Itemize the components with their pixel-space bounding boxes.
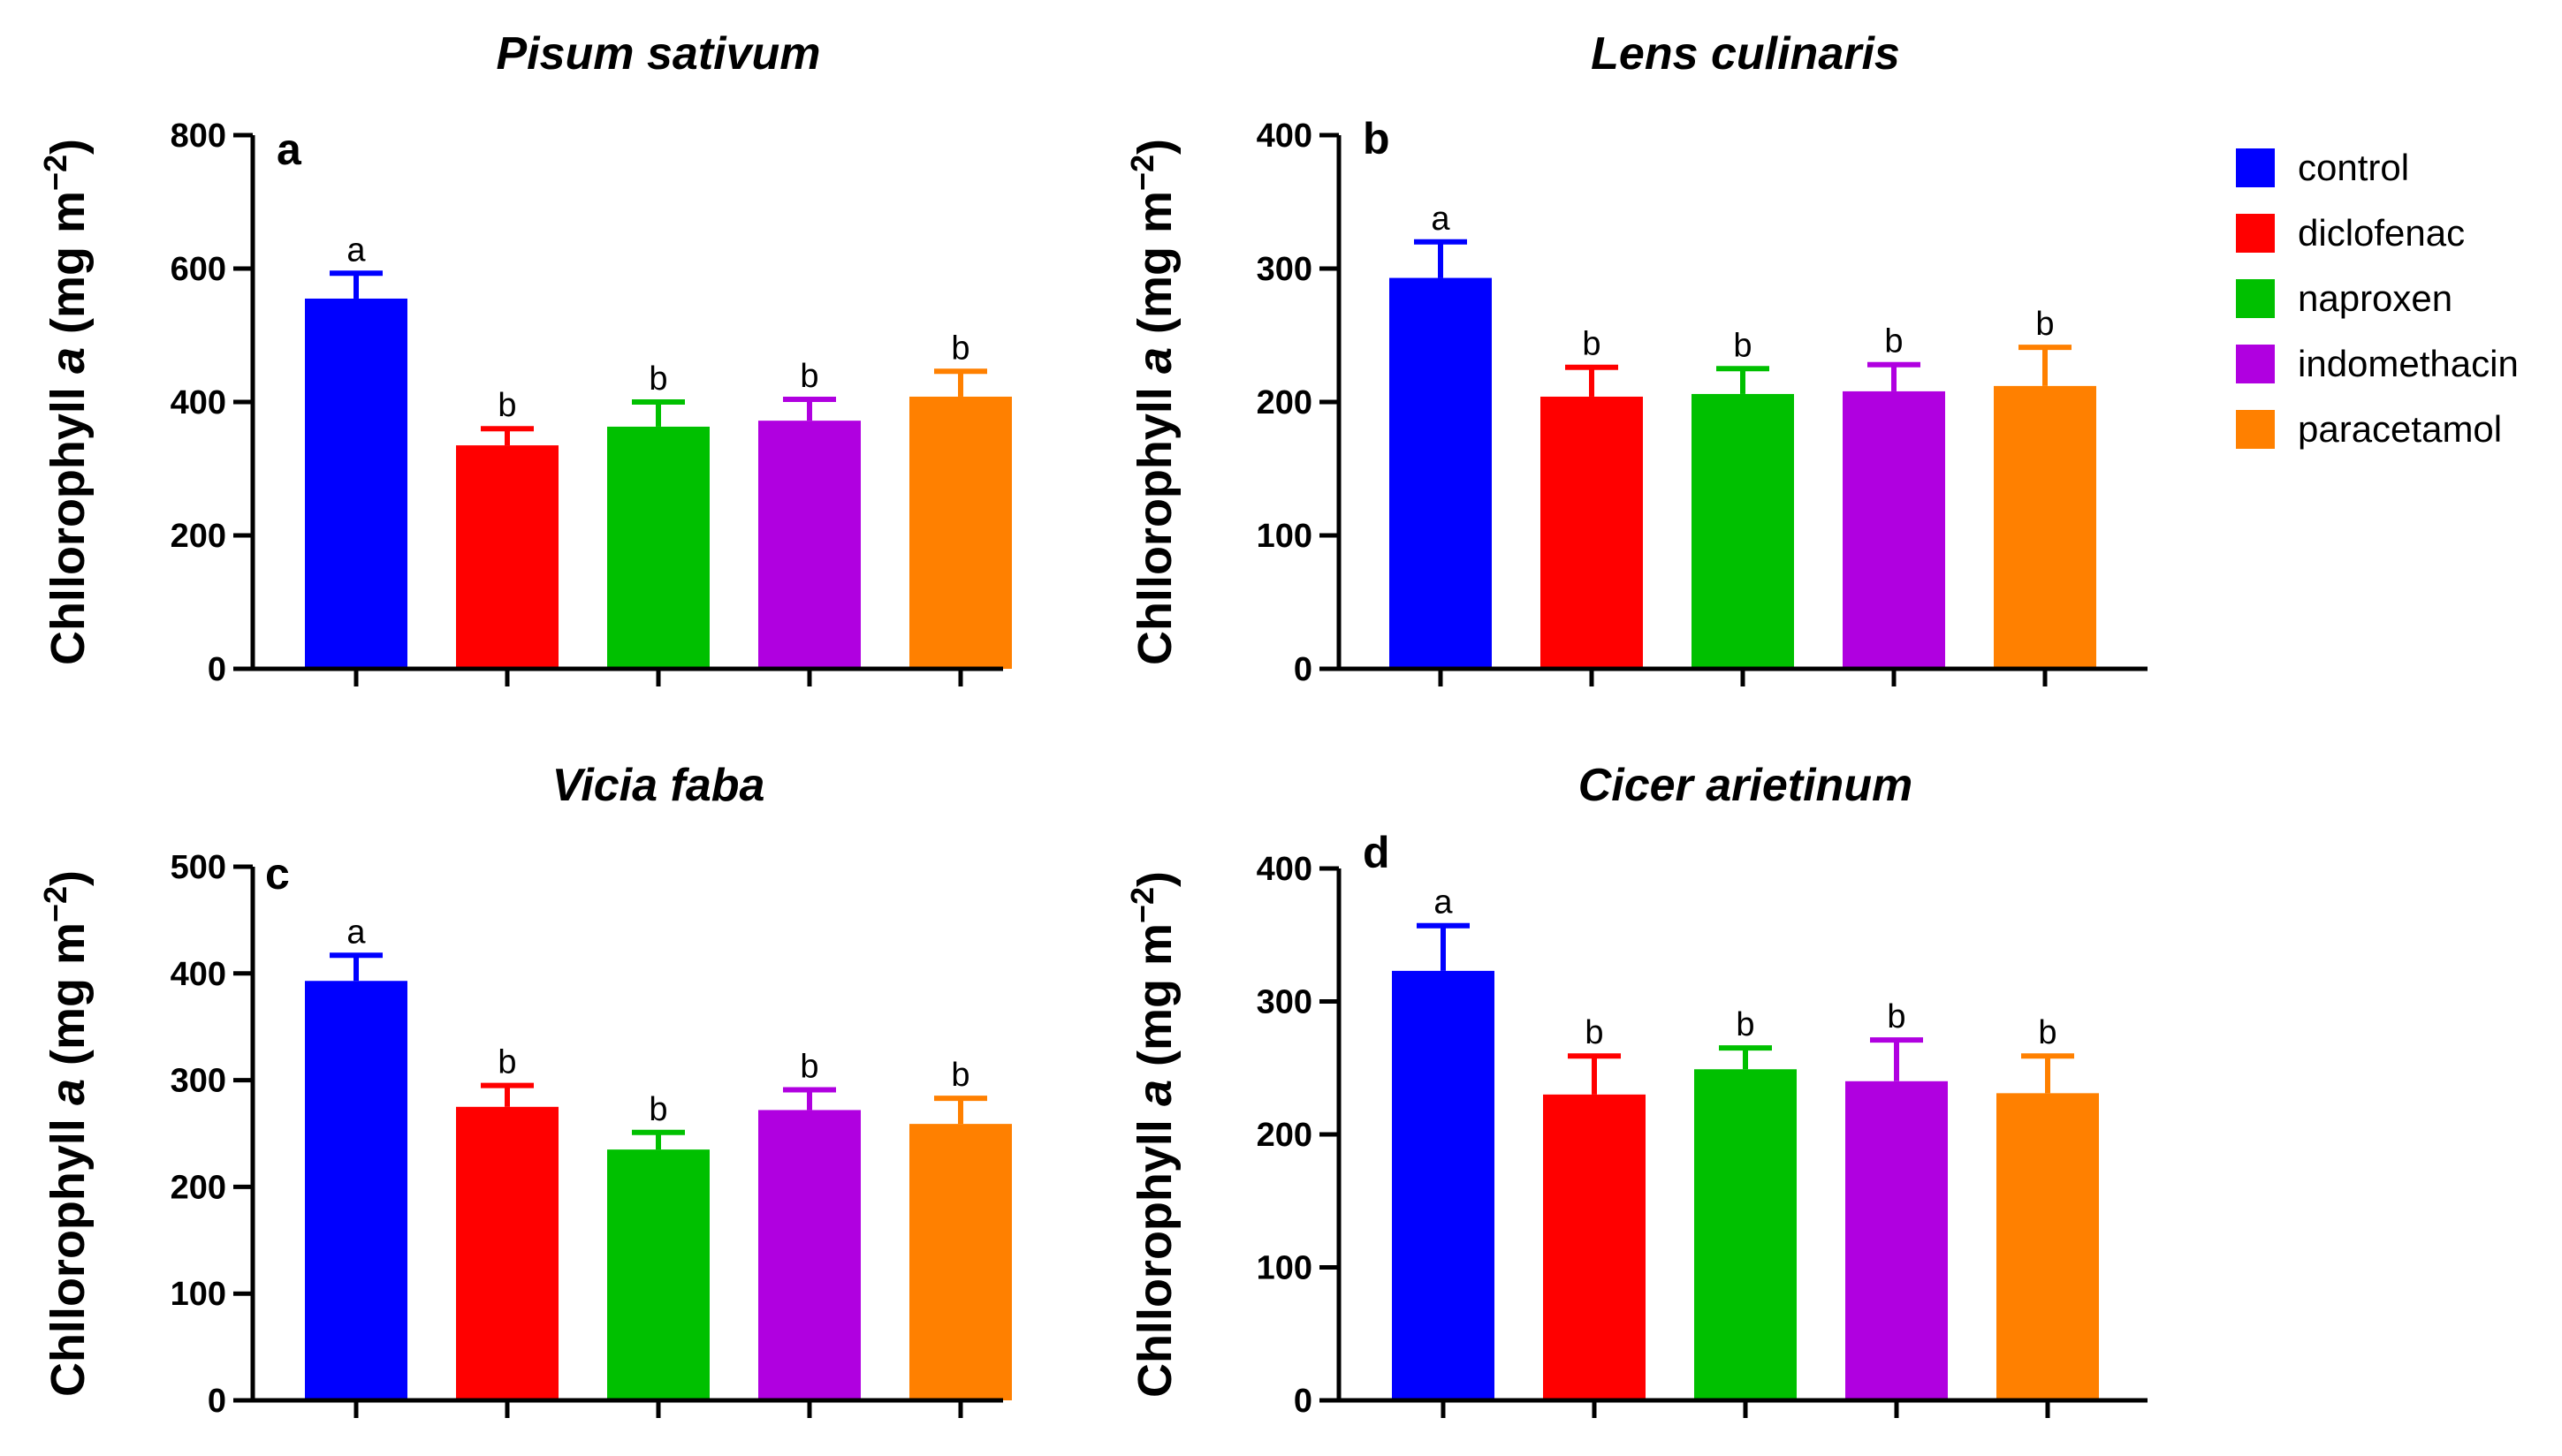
legend-label-control: control: [2298, 147, 2409, 188]
legend-swatch-diclofenac: [2236, 214, 2275, 253]
panel-a-y-tick-label: 600: [171, 251, 226, 288]
panel-d-y-tick-label: 200: [1257, 1117, 1312, 1154]
panel-a-letter: a: [277, 125, 302, 174]
panel-d-y-tick-label: 400: [1257, 851, 1312, 888]
panel-c-sig-control: a: [346, 914, 366, 951]
panel-a-sig-naproxen: b: [649, 360, 667, 398]
panel-b-letter: b: [1363, 114, 1390, 163]
panel-d-sig-naproxen: b: [1736, 1006, 1754, 1043]
panel-d-bar-indomethacin: [1845, 1081, 1948, 1400]
panel-d-y-axis-label: Chllorophyll a (mg m−2): [1124, 871, 1182, 1398]
panel-b: Lens culinaris b Chllorophyll a (mg m−2) a b…: [1124, 28, 2148, 688]
panel-b-bar-indomethacin: [1843, 391, 1945, 669]
panel-c-bar-naproxen: [607, 1149, 710, 1400]
panel-c: Vicia faba c Chllorophyll a (mg m−2) a b b b b 0…: [37, 760, 1012, 1420]
legend: control diclofenac naproxen indomethacin par…: [2236, 147, 2519, 450]
panel-d-bar-naproxen: [1694, 1069, 1797, 1400]
panel-c-y-axis-label: Chllorophyll a (mg m−2): [37, 870, 95, 1397]
panel-c-y-tick-label: 0: [208, 1383, 226, 1420]
legend-label-naproxen: naproxen: [2298, 277, 2452, 319]
panel-a-y-tick-label: 0: [208, 651, 226, 688]
panel-b-sig-paracetamol: b: [2035, 306, 2054, 343]
panel-a-bar-paracetamol: [909, 396, 1012, 669]
panel-c-y-tick-label: 400: [171, 956, 226, 993]
panel-d-bar-diclofenac: [1543, 1094, 1646, 1400]
panel-c-sig-naproxen: b: [649, 1091, 667, 1128]
legend-swatch-naproxen: [2236, 279, 2275, 318]
panel-d-sig-indomethacin: b: [1887, 998, 1905, 1035]
panel-b-bar-control: [1389, 277, 1492, 669]
panel-c-y-tick-label: 100: [171, 1276, 226, 1313]
panel-c-bar-indomethacin: [758, 1110, 861, 1400]
panel-a: Pisum sativum a Chllorophyll a (mg m−2) a b b…: [37, 28, 1012, 688]
panel-d-y-tick-label: 100: [1257, 1250, 1312, 1287]
panel-b-title: Lens culinaris: [1591, 28, 1900, 80]
panel-a-y-tick-label: 800: [171, 118, 226, 155]
panel-c-y-tick-label: 500: [171, 849, 226, 886]
panel-a-sig-diclofenac: b: [498, 387, 516, 424]
panel-c-title: Vicia faba: [552, 760, 765, 811]
panel-d-sig-control: a: [1433, 884, 1453, 921]
panel-b-y-tick-label: 0: [1294, 651, 1312, 688]
legend-label-indomethacin: indomethacin: [2298, 343, 2519, 384]
legend-swatch-paracetamol: [2236, 410, 2275, 449]
panel-d-title: Cicer arietinum: [1578, 760, 1913, 811]
chart-panels: Pisum sativum a Chllorophyll a (mg m−2) a b b…: [37, 28, 2148, 1420]
panel-b-bar-naproxen: [1692, 393, 1794, 669]
panel-c-bar-diclofenac: [456, 1106, 559, 1400]
panel-d: Cicer arietinum d Chllorophyll a (mg m−2) a…: [1124, 760, 2148, 1420]
panel-b-sig-control: a: [1431, 201, 1450, 238]
panel-b-y-axis-label: Chllorophyll a (mg m−2): [1124, 139, 1182, 665]
panel-c-sig-indomethacin: b: [800, 1048, 818, 1085]
panel-a-y-tick-label: 200: [171, 518, 226, 555]
panel-d-sig-diclofenac: b: [1585, 1014, 1603, 1051]
panel-c-sig-paracetamol: b: [951, 1057, 969, 1094]
panel-b-sig-indomethacin: b: [1884, 323, 1903, 360]
panel-c-y-tick-label: 300: [171, 1063, 226, 1100]
panel-a-title: Pisum sativum: [496, 28, 820, 80]
legend-swatch-indomethacin: [2236, 345, 2275, 383]
panel-a-sig-control: a: [346, 231, 366, 269]
panel-d-letter: d: [1363, 828, 1390, 877]
panel-b-y-tick-label: 200: [1257, 384, 1312, 421]
panel-d-bar-paracetamol: [1996, 1093, 2099, 1400]
panel-c-bar-control: [305, 981, 407, 1400]
legend-label-diclofenac: diclofenac: [2298, 212, 2465, 254]
panel-c-sig-diclofenac: b: [498, 1044, 516, 1081]
panel-b-sig-naproxen: b: [1733, 327, 1752, 364]
panel-a-sig-indomethacin: b: [800, 358, 818, 395]
panel-d-bar-control: [1392, 970, 1494, 1400]
panel-b-y-tick-label: 300: [1257, 251, 1312, 288]
panel-c-letter: c: [265, 849, 290, 899]
legend-swatch-control: [2236, 148, 2275, 187]
panel-a-bar-naproxen: [607, 426, 710, 669]
panel-d-sig-paracetamol: b: [2038, 1014, 2056, 1051]
panel-b-y-tick-label: 400: [1257, 118, 1312, 155]
panel-a-y-tick-label: 400: [171, 384, 226, 421]
panel-a-bar-indomethacin: [758, 421, 861, 669]
panel-a-sig-paracetamol: b: [951, 330, 969, 367]
panel-d-y-tick-label: 0: [1294, 1383, 1312, 1420]
panel-a-y-axis-label: Chllorophyll a (mg m−2): [37, 139, 95, 665]
panel-d-y-tick-label: 300: [1257, 984, 1312, 1021]
panel-a-bar-diclofenac: [456, 445, 559, 669]
panel-b-bar-paracetamol: [1994, 385, 2096, 669]
panel-c-y-tick-label: 200: [171, 1169, 226, 1206]
panel-b-sig-diclofenac: b: [1582, 326, 1600, 363]
panel-b-y-tick-label: 100: [1257, 518, 1312, 555]
panel-b-bar-diclofenac: [1540, 396, 1643, 669]
legend-label-paracetamol: paracetamol: [2298, 408, 2502, 450]
panel-c-bar-paracetamol: [909, 1124, 1012, 1400]
panel-a-bar-control: [305, 298, 407, 669]
